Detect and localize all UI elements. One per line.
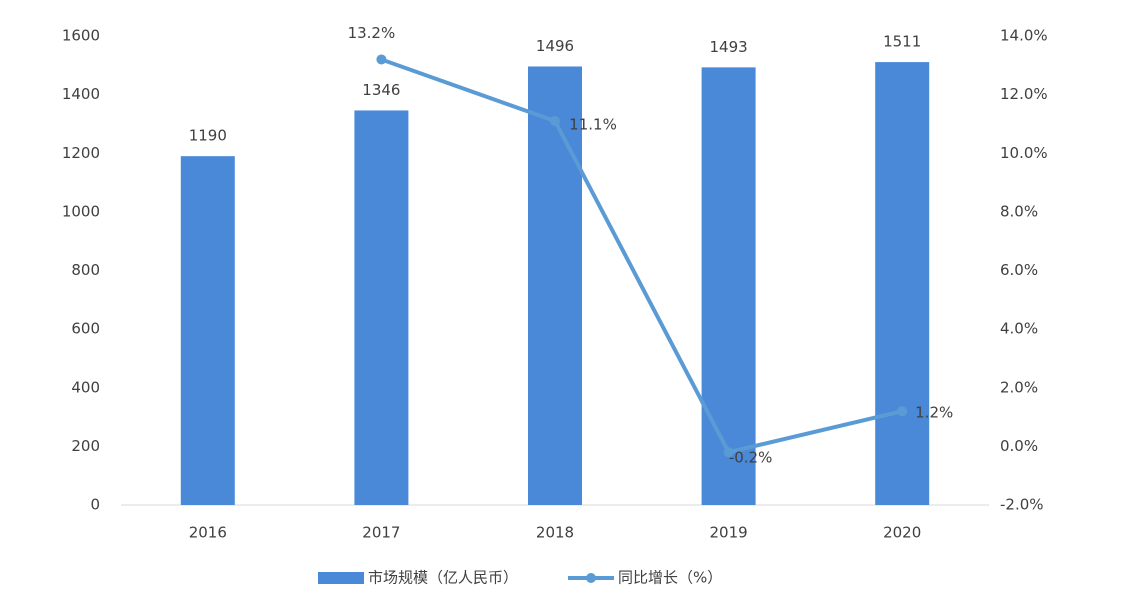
legend-label: 市场规模（亿人民币） (368, 569, 518, 587)
line (380, 57, 903, 455)
y2-tick-label: 8.0% (1000, 202, 1038, 220)
x-tick-label: 2016 (189, 524, 227, 542)
y-tick-label: 400 (71, 378, 100, 396)
y2-tick-label: 14.0% (1000, 27, 1048, 45)
x-tick-label: 2018 (536, 524, 574, 542)
y-tick-label: 200 (71, 437, 100, 455)
legend-swatch-point (586, 573, 597, 583)
bar-value-label: 1496 (536, 37, 574, 55)
y-tick-label: 1400 (62, 85, 100, 103)
line-point (723, 447, 734, 458)
line-value-label: 1.2% (915, 404, 953, 422)
x-tick-label: 2020 (883, 524, 921, 542)
line-point (897, 406, 908, 417)
y2-tick-label: 6.0% (1000, 261, 1038, 279)
x-tick-label: 2017 (362, 524, 400, 542)
y2-tick-label: 12.0% (1000, 85, 1048, 103)
x-tick-label: 2019 (710, 524, 748, 542)
bar-value-label: 1511 (883, 33, 921, 51)
y-tick-label: 1000 (62, 202, 100, 220)
y2-tick-label: 2.0% (1000, 378, 1038, 396)
y-tick-label: 600 (71, 320, 100, 338)
bar (875, 62, 930, 505)
line-value-label: -0.2% (729, 449, 773, 467)
y2-tick-label: -2.0% (1000, 496, 1044, 514)
bar (701, 67, 756, 505)
legend-label: 同比增长（%） (618, 569, 722, 587)
y2-tick-label: 10.0% (1000, 144, 1048, 162)
y2-tick-label: 0.0% (1000, 437, 1038, 455)
y2-tick-label: 4.0% (1000, 320, 1038, 338)
line-value-label: 13.2% (348, 24, 396, 42)
bar-value-label: 1346 (362, 81, 400, 99)
y-tick-label: 800 (71, 261, 100, 279)
y-tick-label: 1200 (62, 144, 100, 162)
y-tick-label: 1600 (62, 27, 100, 45)
bar (528, 66, 582, 506)
y-tick-label: 0 (90, 496, 100, 514)
bar-value-label: 1190 (189, 127, 227, 145)
bar (354, 110, 409, 506)
bar-value-label: 1493 (710, 38, 748, 56)
legend-swatch (318, 572, 364, 584)
line-point (550, 116, 560, 127)
line-value-label: 11.1% (569, 116, 617, 134)
line-point (376, 54, 387, 65)
bar (180, 156, 235, 505)
